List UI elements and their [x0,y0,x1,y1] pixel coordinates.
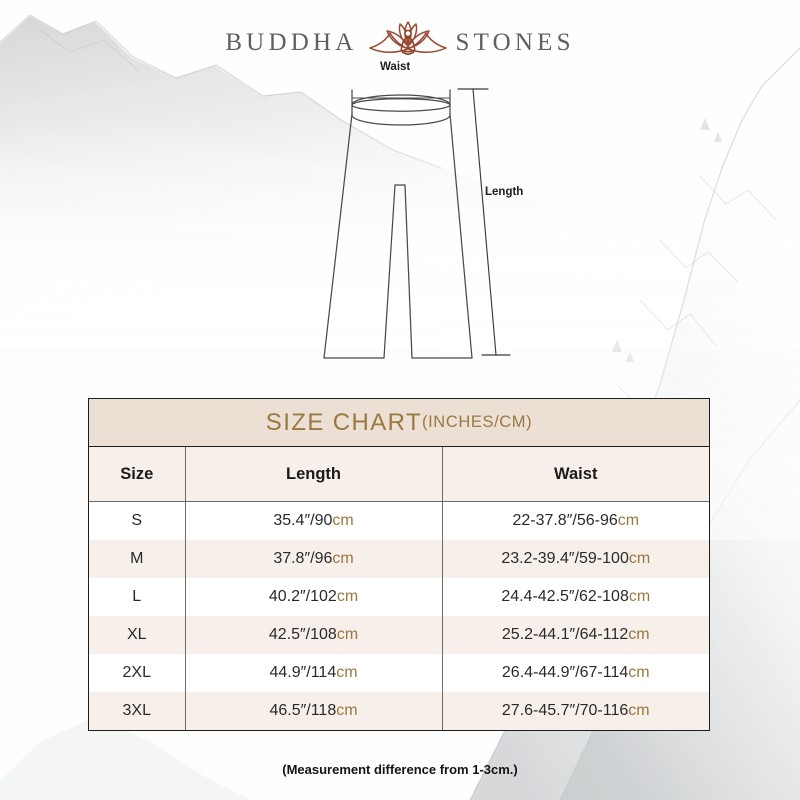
cell-length-unit: cm [336,626,359,643]
cell-length-value: 40.2″/102 [268,588,337,605]
table-row: S 35.4″/90cm 22-37.8″/56-96cm [89,501,709,540]
cell-length-value: 42.5″/108 [268,626,337,643]
measurement-difference-note: (Measurement difference from 1-3cm.) [282,762,518,777]
cell-length-value: 37.8″/96 [273,550,333,567]
cell-waist-value: 25.2-44.1″/64-112 [501,626,629,643]
cell-waist-unit: cm [628,550,651,567]
wide-leg-pants-outline-icon [323,88,511,359]
cell-waist-unit: cm [617,512,640,529]
cell-waist: 23.2-39.4″/59-100cm [442,540,709,578]
brand-word-left: BUDDHA [225,28,358,56]
cell-waist-value: 23.2-39.4″/59-100 [501,550,629,567]
table-header-row: Size Length Waist [89,447,709,502]
cell-length-unit: cm [336,664,358,681]
cell-size: XL [89,616,186,654]
length-dimension-line [457,88,511,356]
cell-waist-value: 22-37.8″/56-96 [512,512,618,529]
cell-length: 37.8″/96cm [185,540,443,578]
cell-waist-value: 24.4-42.5″/62-108 [501,588,629,605]
table-row: 2XL 44.9″/114cm 26.4-44.9″/67-114cm [89,654,709,692]
cell-waist-unit: cm [628,664,650,681]
cell-waist: 22-37.8″/56-96cm [442,501,709,540]
cell-waist: 24.4-42.5″/62-108cm [442,578,709,616]
brand-word-right: STONES [455,28,575,56]
cell-waist-value: 26.4-44.9″/67-114 [501,664,629,681]
cell-length-unit: cm [336,588,359,605]
cell-waist-unit: cm [628,626,650,643]
size-chart-table: Size Length Waist S 35.4″/90cm 22-37.8″/56… [89,447,709,730]
cell-length-value: 46.5″/118 [269,702,337,719]
cell-length-value: 35.4″/90 [273,512,333,529]
cell-waist: 27.6-45.7″/70-116cm [442,692,709,730]
cell-waist-unit: cm [628,702,650,719]
garment-measurement-diagram: Waist Length [300,58,570,378]
cell-length: 44.9″/114cm [185,654,443,692]
cell-waist: 25.2-44.1″/64-112cm [442,616,709,654]
cell-length: 35.4″/90cm [185,501,443,540]
cell-waist-value: 27.6-45.7″/70-116 [501,702,629,719]
length-dimension-label: Length [485,186,524,198]
table-row: L 40.2″/102cm 24.4-42.5″/62-108cm [89,578,709,616]
cell-length-unit: cm [336,702,358,719]
column-header-length: Length [185,447,443,502]
column-header-size: Size [89,447,186,502]
size-chart-title: SIZE CHART (INCHES/CM) [89,399,709,447]
cell-waist: 26.4-44.9″/67-114cm [442,654,709,692]
cell-size: M [89,540,186,578]
lotus-meditation-figure-icon [369,21,448,55]
cell-length-unit: cm [332,512,354,529]
brand-logo: BUDDHA [0,18,800,66]
size-chart-table-container: SIZE CHART (INCHES/CM) Size Length Waist… [88,398,710,731]
cell-size: 2XL [89,654,186,692]
cell-length: 46.5″/118cm [185,692,443,730]
cell-length-value: 44.9″/114 [269,664,337,681]
cell-size: L [89,578,186,616]
cell-size: S [89,501,186,540]
cell-length-unit: cm [332,550,354,567]
column-header-waist: Waist [442,447,709,502]
table-row: 3XL 46.5″/118cm 27.6-45.7″/70-116cm [89,692,709,730]
size-chart-title-units: (INCHES/CM) [422,413,533,431]
waist-dimension-label: Waist [380,61,411,73]
cell-size: 3XL [89,692,186,730]
table-row: M 37.8″/96cm 23.2-39.4″/59-100cm [89,540,709,578]
cell-waist-unit: cm [628,588,651,605]
size-chart-title-main: SIZE CHART [265,408,423,436]
cell-length: 40.2″/102cm [185,578,443,616]
cell-length: 42.5″/108cm [185,616,443,654]
table-row: XL 42.5″/108cm 25.2-44.1″/64-112cm [89,616,709,654]
